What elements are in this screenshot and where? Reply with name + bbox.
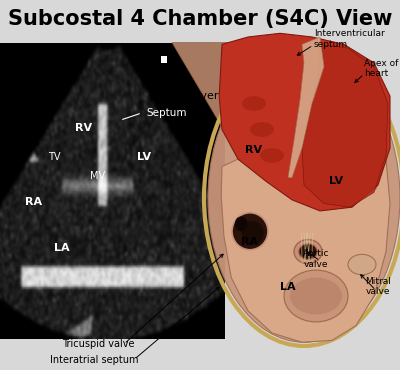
Text: Mitral
valve: Mitral valve — [365, 277, 391, 296]
Text: Interatrial septum: Interatrial septum — [50, 354, 138, 365]
Text: RA: RA — [26, 196, 42, 207]
Ellipse shape — [242, 96, 266, 111]
Text: Aortic
valve: Aortic valve — [303, 249, 329, 269]
Ellipse shape — [232, 213, 268, 250]
Ellipse shape — [348, 255, 376, 275]
Polygon shape — [288, 37, 324, 178]
Ellipse shape — [299, 244, 317, 259]
Ellipse shape — [284, 270, 348, 322]
Text: Septum: Septum — [146, 108, 186, 118]
Ellipse shape — [235, 216, 248, 231]
Ellipse shape — [294, 240, 322, 263]
Polygon shape — [221, 159, 390, 342]
Text: LA: LA — [280, 282, 296, 292]
Polygon shape — [172, 43, 240, 141]
Polygon shape — [219, 33, 390, 211]
Text: TV: TV — [48, 152, 60, 162]
Text: RV: RV — [246, 145, 262, 155]
Text: LV: LV — [137, 152, 151, 162]
Text: RV: RV — [76, 122, 92, 133]
Text: LA: LA — [54, 243, 70, 253]
Bar — [161, 56, 167, 63]
Text: MV: MV — [90, 171, 106, 181]
Ellipse shape — [208, 54, 400, 342]
Polygon shape — [302, 44, 388, 207]
Text: Subcostal 4 Chamber (S4C) View: Subcostal 4 Chamber (S4C) View — [8, 9, 392, 29]
Ellipse shape — [250, 122, 274, 137]
Ellipse shape — [290, 278, 342, 314]
Text: LV: LV — [329, 176, 343, 186]
Ellipse shape — [242, 221, 264, 245]
Text: RA: RA — [242, 237, 258, 248]
Bar — [0, 43, 224, 339]
Text: Apex of
heart: Apex of heart — [364, 59, 398, 78]
Ellipse shape — [260, 148, 284, 163]
Text: Tricuspid valve: Tricuspid valve — [62, 339, 134, 349]
Text: Interventricular
septum: Interventricular septum — [314, 29, 385, 48]
Text: Liver: Liver — [192, 91, 220, 101]
